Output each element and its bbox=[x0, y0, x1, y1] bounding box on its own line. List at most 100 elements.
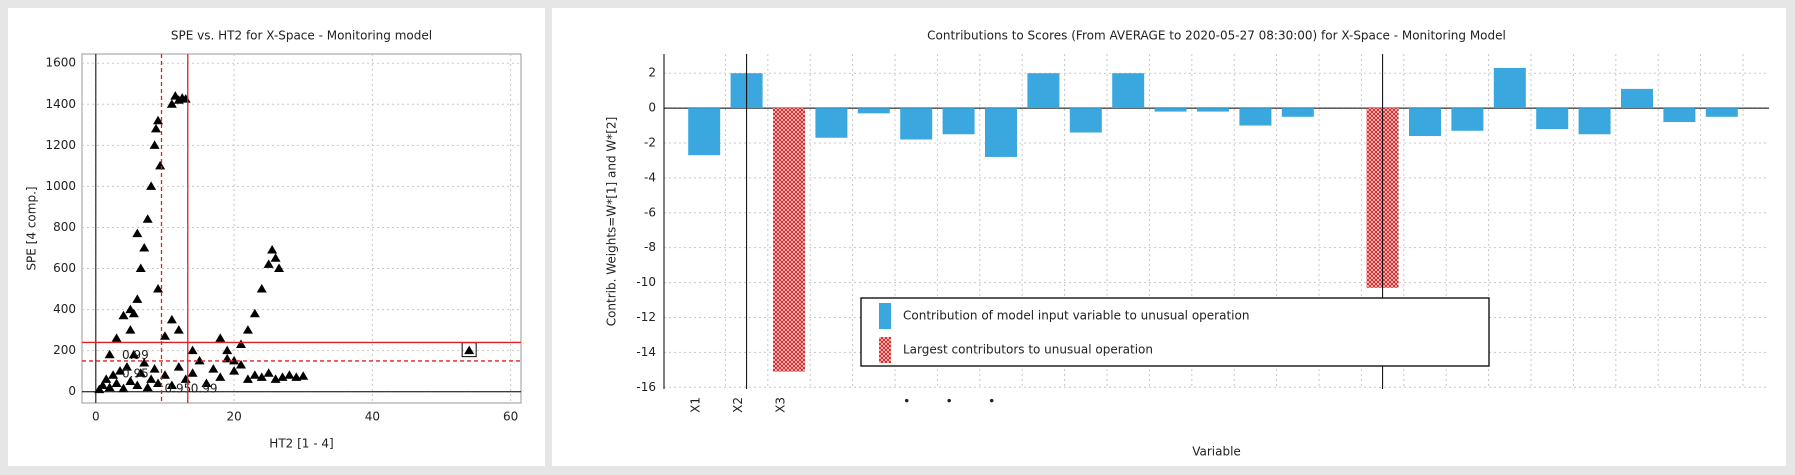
y-tick-label: 0 bbox=[648, 101, 656, 115]
x-tick-label: 40 bbox=[365, 410, 380, 424]
point bbox=[215, 372, 226, 381]
legend-swatch bbox=[879, 303, 891, 329]
bar bbox=[942, 108, 975, 135]
point bbox=[135, 368, 146, 377]
point bbox=[298, 371, 309, 380]
point bbox=[132, 294, 143, 303]
point bbox=[166, 314, 177, 324]
y-tick-label: -8 bbox=[644, 240, 656, 254]
point bbox=[139, 357, 150, 367]
y-axis-label: Contrib. Weights=W*[1] and W*[2] bbox=[605, 117, 619, 327]
legend-label: Largest contributors to unusual operatio… bbox=[903, 343, 1153, 357]
point bbox=[291, 372, 302, 381]
bar bbox=[773, 108, 805, 372]
bar bbox=[688, 108, 721, 156]
point bbox=[146, 374, 157, 383]
point bbox=[146, 181, 157, 190]
y-tick-label: -14 bbox=[636, 345, 656, 359]
y-tick-label: -4 bbox=[644, 170, 656, 184]
x-axis-label: HT2 [1 - 4] bbox=[269, 437, 333, 451]
bar bbox=[1493, 67, 1526, 109]
limit-label: 0.99 bbox=[122, 348, 149, 362]
bar bbox=[1451, 108, 1484, 131]
legend bbox=[860, 297, 1490, 367]
x-axis-label: Variable bbox=[1192, 445, 1241, 459]
point bbox=[118, 383, 129, 393]
point bbox=[229, 366, 240, 375]
point bbox=[270, 253, 281, 262]
y-axis-label: SPE [4 comp.] bbox=[25, 186, 39, 270]
y-tick-label: 400 bbox=[53, 302, 76, 316]
limit-label: 0.95 bbox=[122, 366, 149, 380]
point bbox=[222, 345, 233, 355]
point bbox=[142, 214, 153, 223]
point bbox=[132, 380, 143, 390]
point bbox=[208, 364, 219, 373]
point bbox=[267, 245, 278, 254]
x-tick-label: • bbox=[943, 397, 957, 404]
point bbox=[187, 368, 198, 377]
point bbox=[236, 339, 247, 348]
point bbox=[222, 353, 233, 363]
point bbox=[464, 345, 475, 355]
point bbox=[256, 284, 267, 293]
bar bbox=[1027, 73, 1060, 109]
bar bbox=[1281, 108, 1314, 117]
point bbox=[229, 355, 240, 365]
bar bbox=[1154, 108, 1187, 112]
bar bbox=[815, 108, 848, 138]
bar bbox=[1663, 108, 1696, 123]
bar bbox=[900, 108, 933, 140]
point bbox=[139, 243, 150, 252]
point bbox=[132, 228, 143, 238]
point bbox=[111, 378, 122, 387]
y-tick-label: -2 bbox=[644, 135, 656, 149]
point bbox=[111, 333, 122, 342]
point bbox=[121, 362, 132, 371]
point bbox=[159, 331, 170, 340]
point bbox=[104, 382, 115, 392]
point bbox=[194, 355, 205, 365]
point bbox=[104, 349, 115, 359]
point bbox=[150, 123, 161, 133]
bar bbox=[1409, 108, 1441, 137]
x-tick-label: 0 bbox=[92, 410, 100, 424]
bar bbox=[1239, 108, 1272, 126]
point bbox=[101, 374, 112, 383]
point bbox=[108, 370, 119, 379]
point bbox=[153, 284, 164, 293]
point bbox=[159, 370, 170, 379]
point bbox=[249, 308, 260, 318]
legend-label: Contribution of model input variable to … bbox=[903, 309, 1249, 323]
y-tick-label: 1600 bbox=[45, 56, 76, 70]
chart-title: SPE vs. HT2 for X-Space - Monitoring mod… bbox=[171, 29, 432, 43]
x-tick-label: • bbox=[986, 397, 1000, 404]
point bbox=[284, 370, 295, 379]
plot-area bbox=[81, 53, 522, 404]
point bbox=[274, 263, 285, 273]
point bbox=[173, 362, 184, 371]
y-tick-label: -10 bbox=[636, 275, 656, 289]
point bbox=[153, 115, 164, 125]
bar bbox=[1705, 108, 1738, 117]
point bbox=[263, 368, 274, 377]
bar bbox=[1112, 73, 1145, 109]
legend-swatch bbox=[879, 337, 891, 363]
y-tick-label: -16 bbox=[636, 380, 656, 394]
point bbox=[173, 325, 184, 334]
point bbox=[125, 376, 136, 385]
point bbox=[128, 349, 139, 359]
point bbox=[166, 99, 177, 108]
y-tick-label: 600 bbox=[53, 261, 76, 275]
bar bbox=[1069, 108, 1102, 133]
limit-label: 0.99 bbox=[191, 382, 218, 396]
bar bbox=[985, 108, 1017, 157]
point bbox=[115, 366, 126, 375]
point bbox=[201, 378, 212, 387]
point bbox=[263, 259, 274, 268]
y-tick-label: -12 bbox=[636, 310, 656, 324]
x-tick-label: X2 bbox=[731, 397, 745, 413]
point bbox=[236, 360, 247, 369]
left-panel bbox=[8, 8, 545, 466]
bar bbox=[1536, 108, 1569, 130]
